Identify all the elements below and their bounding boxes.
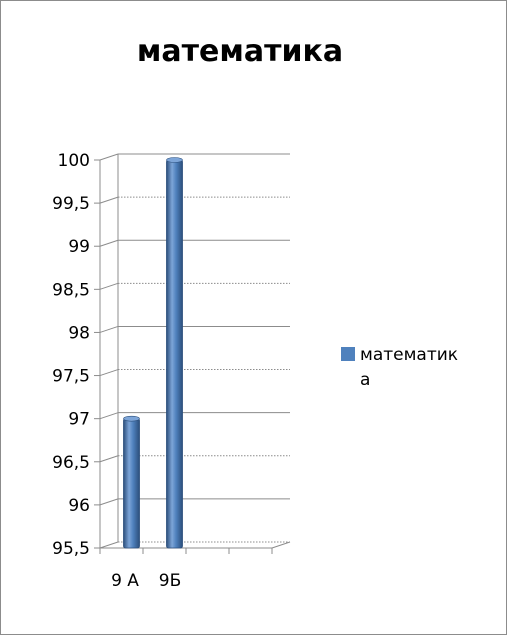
x-axis-depth: [271, 541, 291, 549]
x-tick-label: 9 А: [111, 571, 139, 591]
gridline-side: [99, 282, 119, 290]
gridline-side: [99, 541, 119, 549]
bar-top: [166, 157, 183, 163]
gridline-side: [99, 325, 119, 333]
bar: [166, 159, 183, 549]
y-tick-label: 99: [68, 237, 90, 257]
legend-label-line2: а: [360, 370, 371, 390]
y-tick-label: 98,5: [52, 280, 90, 300]
gridline-side: [99, 455, 119, 463]
y-tick-label: 97: [68, 410, 90, 430]
chart-title: математика: [136, 34, 344, 69]
bar: [123, 418, 140, 549]
y-tick-label: 96,5: [52, 453, 90, 473]
y-tick-label: 98: [68, 323, 90, 343]
y-tick-label: 100: [58, 151, 90, 171]
legend-label-line1: математик: [360, 345, 459, 365]
gridline-side: [99, 239, 119, 247]
y-tick-label: 96: [68, 496, 90, 516]
bar-top: [123, 415, 140, 422]
gridline-side: [99, 369, 119, 377]
gridline-side: [99, 498, 119, 506]
y-tick-label: 95,5: [52, 539, 90, 559]
y-tick-label: 99,5: [52, 194, 90, 214]
gridline-side: [99, 412, 119, 420]
x-tick-label: 9Б: [159, 571, 181, 591]
legend-label: математик а: [360, 343, 470, 393]
y-tick-label: 97,5: [52, 367, 90, 387]
gridline-side: [99, 196, 119, 204]
legend-swatch: [341, 347, 355, 361]
gridline-side: [99, 153, 119, 161]
